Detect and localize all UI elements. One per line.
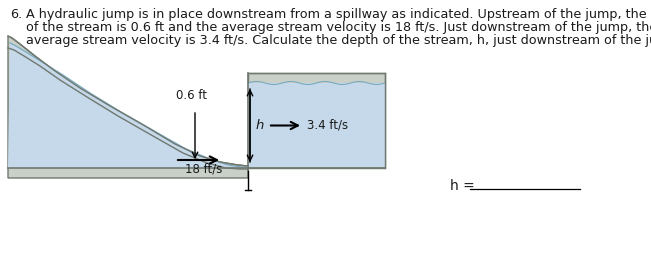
Text: 0.6 ft: 0.6 ft [176, 89, 208, 102]
Text: h =: h = [450, 179, 475, 193]
Text: 18 ft/s: 18 ft/s [185, 163, 223, 176]
Polygon shape [248, 83, 385, 167]
Text: h: h [256, 119, 264, 132]
Text: 6.: 6. [10, 8, 22, 21]
Text: of the stream is 0.6 ft and the average stream velocity is 18 ft/s. Just downstr: of the stream is 0.6 ft and the average … [26, 21, 651, 34]
Polygon shape [8, 36, 248, 178]
Polygon shape [8, 43, 248, 168]
Text: A hydraulic jump is in place downstream from a spillway as indicated. Upstream o: A hydraulic jump is in place downstream … [26, 8, 651, 21]
Text: 3.4 ft/s: 3.4 ft/s [307, 119, 348, 132]
Text: average stream velocity is 3.4 ft/s. Calculate the depth of the stream, h, just : average stream velocity is 3.4 ft/s. Cal… [26, 34, 651, 47]
Polygon shape [248, 73, 385, 168]
